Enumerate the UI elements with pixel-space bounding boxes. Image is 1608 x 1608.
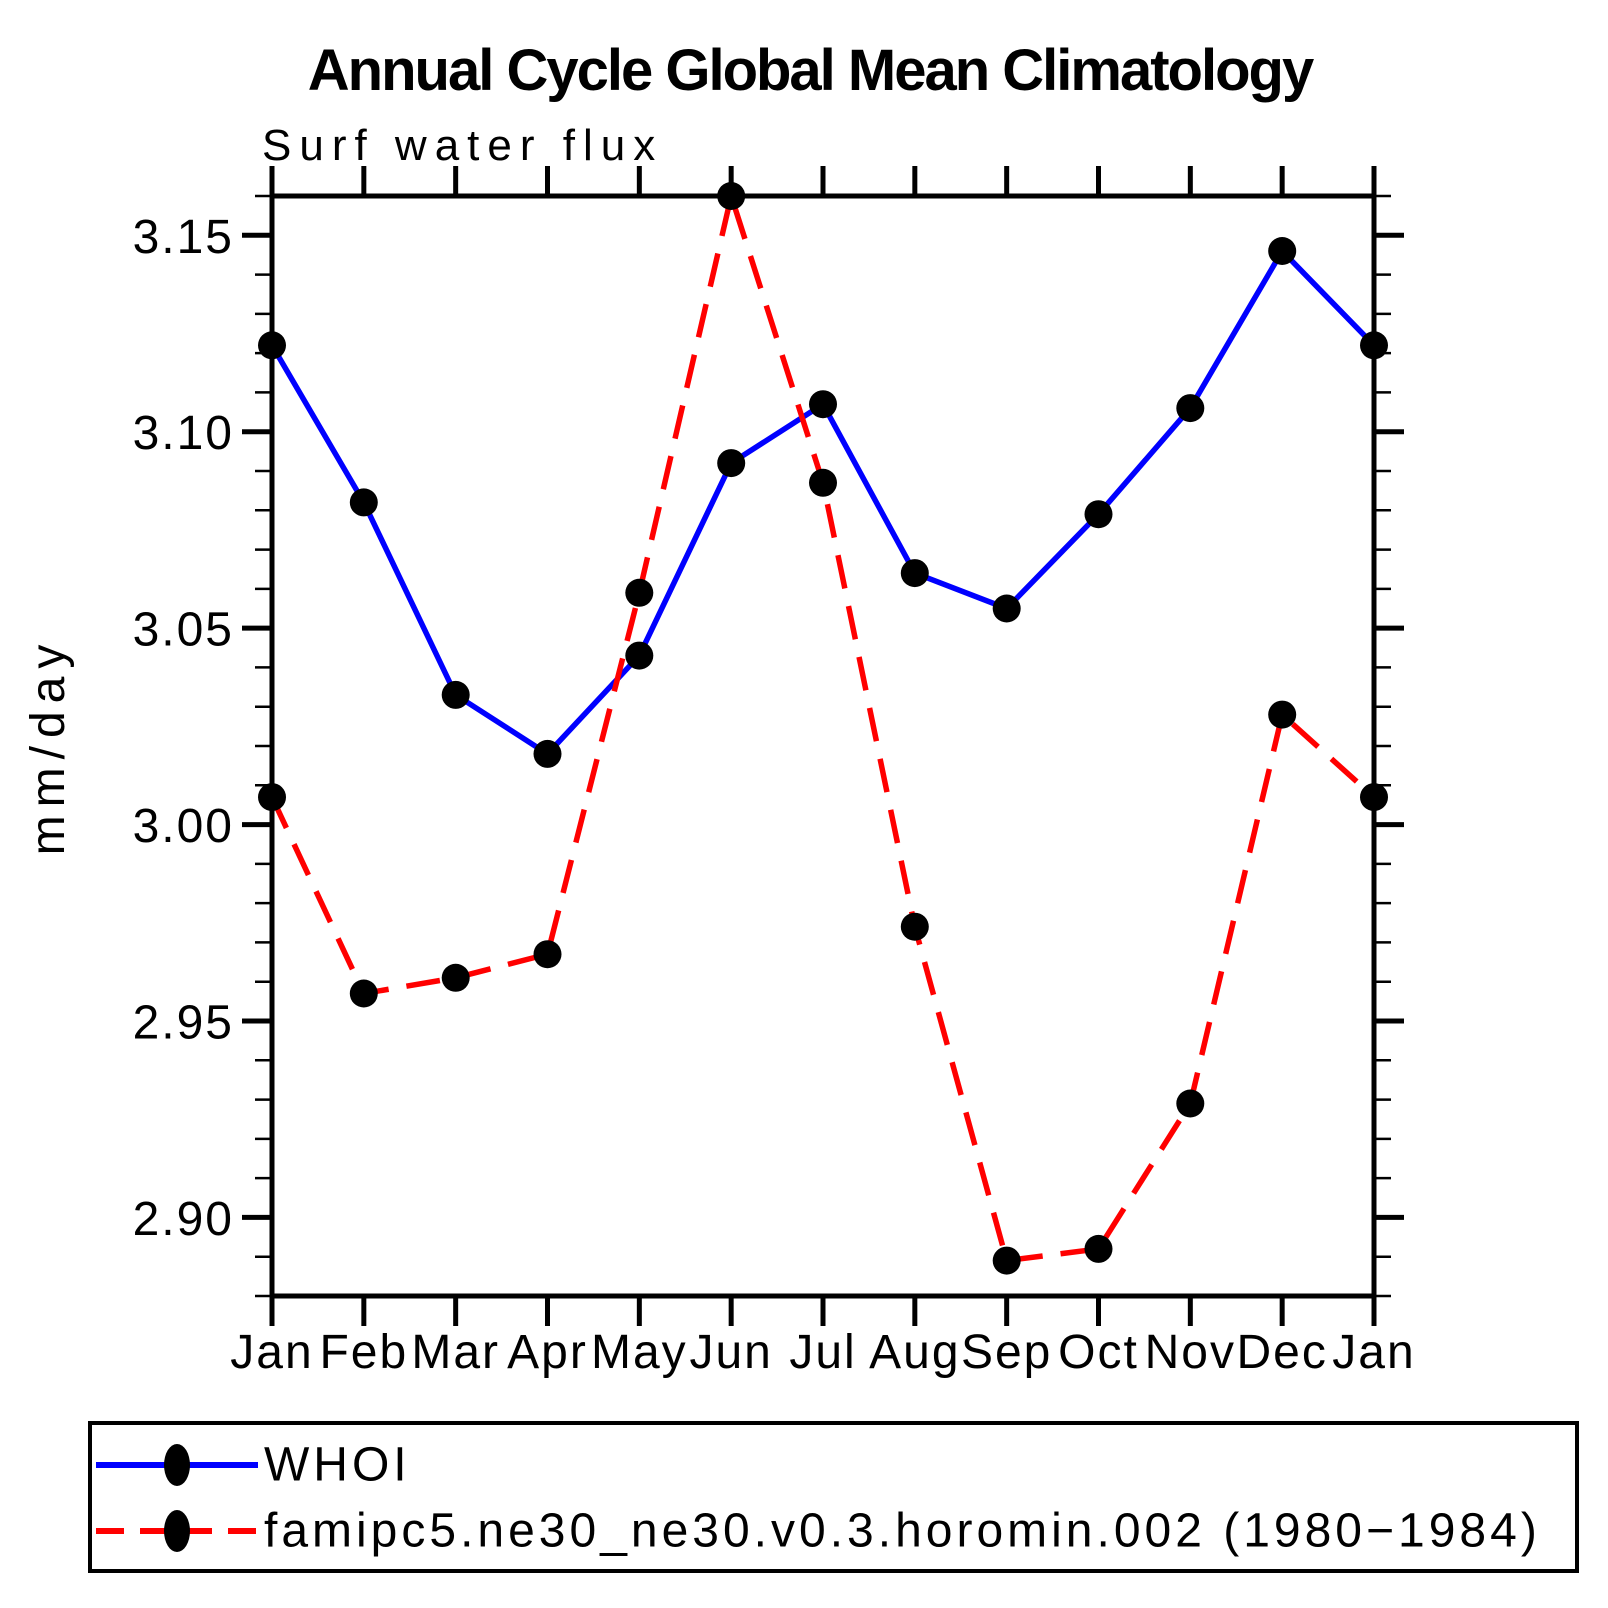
y-axis-tick-label: 3.10	[133, 407, 234, 460]
data-point-marker	[900, 912, 929, 941]
x-axis-month-label: Dec	[1236, 1326, 1327, 1379]
data-point-marker	[717, 449, 746, 478]
data-point-marker	[1360, 783, 1388, 812]
y-axis-label: mm/day	[22, 637, 75, 856]
series-line-solid	[269, 246, 1376, 758]
data-point-marker	[809, 468, 837, 497]
data-point-marker	[717, 182, 746, 210]
data-point-marker	[992, 1246, 1021, 1275]
x-axis-month-label: May	[591, 1326, 688, 1379]
data-point-marker	[1176, 1089, 1205, 1118]
data-point-marker	[441, 963, 470, 992]
data-point-marker	[900, 559, 929, 588]
data-point-marker	[441, 680, 470, 709]
data-point-marker	[1176, 394, 1205, 423]
legend-entry-model: famipc5.ne30_ne30.v0.3.horomin.002 (1980…	[96, 1505, 1541, 1558]
data-point-marker	[349, 488, 378, 517]
x-axis-month-label: Aug	[869, 1326, 960, 1379]
y-axis-tick-label: 3.15	[133, 211, 234, 264]
data-point-marker	[1084, 1234, 1113, 1263]
data-point-marker	[258, 783, 286, 812]
x-axis-month-label: Jan	[230, 1326, 313, 1379]
x-axis-month-label: Apr	[507, 1326, 588, 1379]
x-axis-month-label: Nov	[1145, 1326, 1236, 1379]
chart-subtitle: Surf water flux	[262, 121, 663, 170]
chart-title: Annual Cycle Global Mean Climatology	[308, 38, 1314, 103]
data-point-marker	[533, 940, 562, 969]
data-point-marker	[349, 979, 378, 1008]
x-axis-month-label: Sep	[961, 1326, 1052, 1379]
x-axis-month-label: Jun	[689, 1326, 772, 1379]
x-axis-month-label: Jul	[789, 1326, 856, 1379]
legend-label-model: famipc5.ne30_ne30.v0.3.horomin.002 (1980…	[264, 1505, 1541, 1558]
legend-marker-icon	[164, 1444, 190, 1486]
data-point-marker	[625, 578, 654, 607]
y-axis-tick-label: 3.05	[133, 604, 234, 657]
y-axis-tick-label: 2.95	[133, 997, 234, 1050]
legend-label-whoi: WHOI	[264, 1439, 411, 1492]
legend: WHOI famipc5.ne30_ne30.v0.3.horomin.002 …	[88, 1421, 1579, 1573]
y-axis-tick-label: 3.00	[133, 800, 234, 853]
x-axis-month-label: Feb	[319, 1326, 408, 1379]
data-point-marker	[533, 739, 562, 768]
data-point-marker	[1084, 500, 1113, 529]
data-point-marker	[258, 331, 286, 360]
data-point-marker	[625, 641, 654, 670]
plot-border	[269, 193, 1377, 1299]
x-axis-month-label: Oct	[1058, 1326, 1139, 1379]
legend-entry-whoi: WHOI	[96, 1439, 411, 1492]
y-axis-tick-label: 2.90	[133, 1193, 234, 1246]
data-point-marker	[992, 594, 1021, 623]
x-axis-month-label: Mar	[411, 1326, 500, 1379]
data-point-marker	[809, 390, 837, 419]
series-line-dashed	[269, 185, 1376, 1264]
x-axis-month-label: Jan	[1332, 1326, 1415, 1379]
legend-marker-icon	[164, 1510, 190, 1552]
data-point-marker	[1268, 700, 1297, 729]
data-point-marker	[1360, 331, 1388, 360]
data-point-marker	[1268, 237, 1297, 265]
legend-box	[88, 1421, 1579, 1573]
